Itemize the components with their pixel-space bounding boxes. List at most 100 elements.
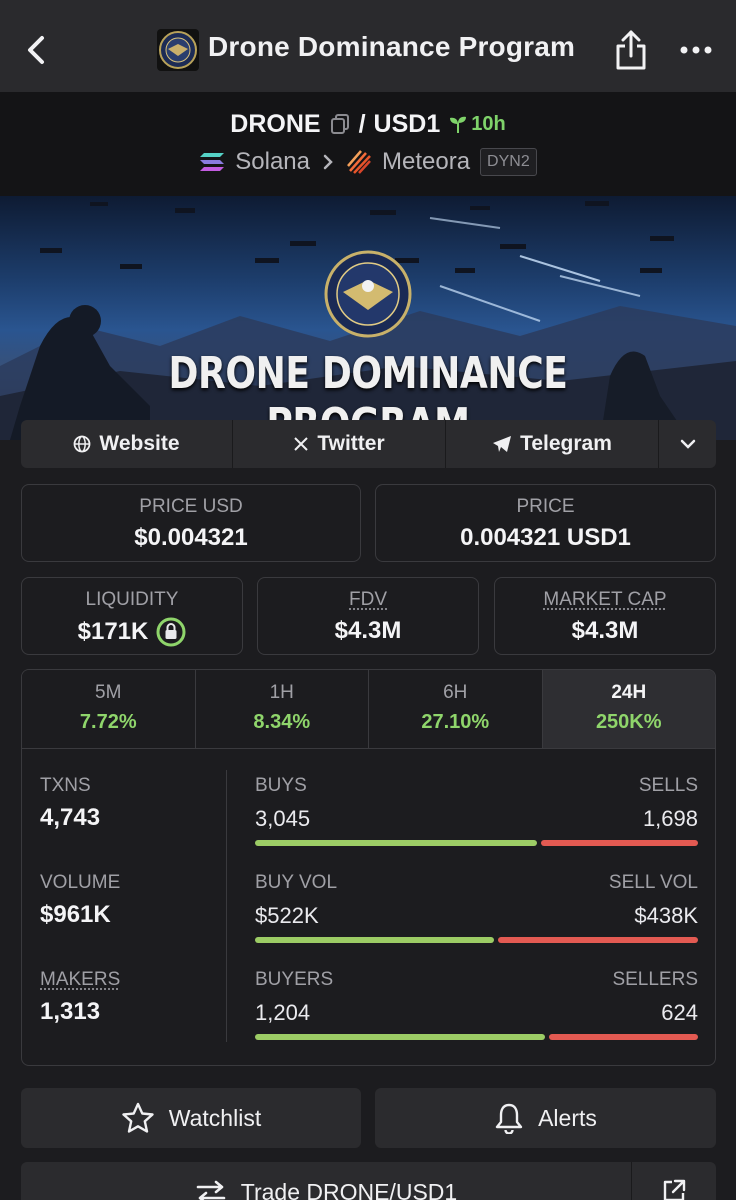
copy-icon[interactable]: [329, 113, 351, 135]
alerts-button[interactable]: Alerts: [375, 1088, 716, 1148]
pair-header: DRONE / USD1 10h Solana: [0, 92, 736, 196]
buyers-sellers-row: BUYERS SELLERS 1,204 624: [255, 969, 698, 1040]
chevron-down-icon: [680, 438, 696, 450]
buys-label: BUYS: [255, 775, 307, 797]
token-banner: DRONE DOMINANCE PROGRAM: [0, 196, 736, 440]
liquidity-card: LIQUIDITY $171K: [21, 577, 243, 655]
website-label: Website: [99, 432, 179, 456]
makers-label[interactable]: MAKERS: [40, 969, 120, 990]
meteora-icon: [346, 149, 372, 175]
more-options-button[interactable]: [676, 36, 716, 64]
market-cap-value: $4.3M: [495, 617, 715, 645]
top-bar: Drone Dominance Program: [0, 0, 736, 92]
telegram-label: Telegram: [520, 432, 612, 456]
liquidity-value-row: $171K: [22, 617, 242, 647]
star-icon: [121, 1102, 155, 1134]
watchlist-label: Watchlist: [169, 1105, 261, 1132]
pair-age: 10h: [448, 113, 505, 136]
sell-bar-fill: [498, 937, 698, 943]
x-logo-icon: [293, 436, 309, 452]
tab-change: 7.72%: [22, 711, 195, 734]
pair-separator: /: [359, 110, 366, 139]
liquidity-value: $171K: [78, 618, 149, 646]
trade-stats-panel: 5M 7.72% 1H 8.34% 6H 27.10% 24H 250K% TX…: [21, 669, 716, 1066]
buyers-value: 1,204: [255, 1000, 310, 1026]
telegram-button[interactable]: Telegram: [446, 420, 659, 468]
buys-sells-bar: [255, 840, 698, 846]
chevron-right-icon: [320, 153, 336, 171]
dex-type-badge: DYN2: [480, 148, 537, 176]
swap-arrows-icon: [195, 1179, 227, 1200]
buyers-sellers-bar: [255, 1034, 698, 1040]
tab-1h[interactable]: 1H 8.34%: [196, 670, 370, 748]
txns-label: TXNS: [40, 775, 100, 797]
buy-bar-fill: [255, 1034, 545, 1040]
fdv-value: $4.3M: [258, 617, 478, 645]
volume-metric: VOLUME $961K: [40, 872, 120, 929]
sellers-value: 624: [661, 1000, 698, 1026]
open-external-button[interactable]: [631, 1162, 716, 1200]
sellers-label: SELLERS: [612, 969, 698, 991]
buy-vol-value: $522K: [255, 903, 319, 929]
base-token: DRONE: [230, 110, 320, 139]
external-link-icon: [661, 1178, 687, 1200]
txns-value: 4,743: [40, 804, 100, 832]
tab-5m[interactable]: 5M 7.72%: [22, 670, 196, 748]
buys-value: 3,045: [255, 806, 310, 832]
tab-change: 27.10%: [369, 711, 542, 734]
share-icon: [614, 28, 648, 72]
sells-value: 1,698: [643, 806, 698, 832]
liquidity-label: LIQUIDITY: [22, 589, 242, 611]
bell-icon: [494, 1102, 524, 1134]
lock-icon[interactable]: [156, 617, 186, 647]
watchlist-button[interactable]: Watchlist: [21, 1088, 361, 1148]
buy-vol-label: BUY VOL: [255, 872, 337, 894]
sprout-icon: [448, 114, 468, 134]
alerts-label: Alerts: [538, 1105, 597, 1132]
buy-bar-fill: [255, 937, 494, 943]
sell-vol-value: $438K: [634, 903, 698, 929]
tab-6h[interactable]: 6H 27.10%: [369, 670, 543, 748]
trade-button[interactable]: Trade DRONE/USD1: [21, 1162, 631, 1200]
back-button[interactable]: [18, 32, 54, 68]
social-links-bar: Website Twitter Telegram: [21, 420, 716, 468]
buy-sell-volume-bar: [255, 937, 698, 943]
buy-bar-fill: [255, 840, 537, 846]
trade-bar: Trade DRONE/USD1: [21, 1162, 716, 1200]
quote-token: USD1: [374, 110, 441, 139]
dex-name[interactable]: Meteora: [382, 148, 470, 176]
more-links-button[interactable]: [659, 420, 716, 468]
price-usd-value: $0.004321: [22, 524, 360, 552]
txns-metric: TXNS 4,743: [40, 775, 100, 832]
chain-name[interactable]: Solana: [235, 148, 310, 176]
globe-icon: [73, 435, 91, 453]
more-dots-icon: [676, 36, 716, 64]
buy-sell-volume-row: BUY VOL SELL VOL $522K $438K: [255, 872, 698, 943]
fdv-label[interactable]: FDV: [349, 589, 387, 610]
trade-label: Trade DRONE/USD1: [241, 1179, 457, 1200]
page-title: Drone Dominance Program: [208, 31, 575, 63]
makers-value: 1,313: [40, 998, 120, 1026]
price-value: 0.004321 USD1: [376, 524, 715, 552]
share-button[interactable]: [614, 28, 648, 72]
tab-label: 5M: [22, 682, 195, 704]
market-cap-label[interactable]: MARKET CAP: [543, 589, 666, 610]
twitter-label: Twitter: [317, 432, 384, 456]
makers-metric: MAKERS 1,313: [40, 969, 120, 1026]
chain-row: Solana Meteora DYN2: [0, 145, 736, 179]
volume-label: VOLUME: [40, 872, 120, 894]
tab-24h[interactable]: 24H 250K%: [543, 670, 716, 748]
tab-change: 250K%: [543, 711, 716, 734]
stats-divider: [226, 770, 227, 1042]
price-usd-label: PRICE USD: [22, 496, 360, 518]
website-button[interactable]: Website: [21, 420, 233, 468]
price-usd-card: PRICE USD $0.004321: [21, 484, 361, 562]
tab-label: 1H: [196, 682, 369, 704]
solana-icon: [199, 151, 225, 173]
price-label: PRICE: [376, 496, 715, 518]
twitter-button[interactable]: Twitter: [233, 420, 446, 468]
pair-age-value: 10h: [471, 113, 505, 136]
sell-bar-fill: [541, 840, 698, 846]
tab-change: 8.34%: [196, 711, 369, 734]
sell-vol-label: SELL VOL: [609, 872, 698, 894]
